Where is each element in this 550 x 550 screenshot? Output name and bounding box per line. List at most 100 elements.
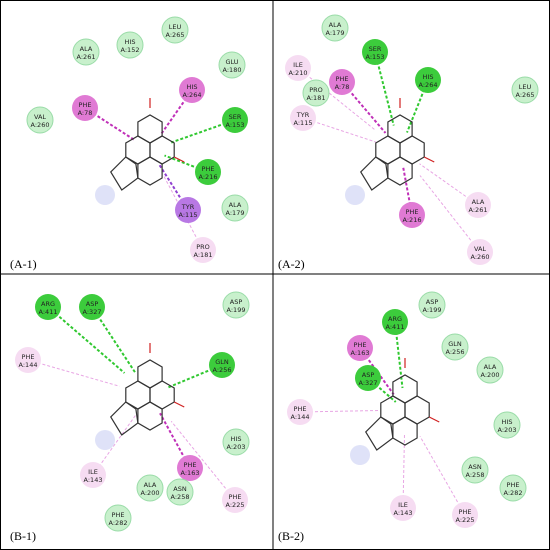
- residue-name: VAL: [34, 113, 46, 121]
- ring: [137, 114, 163, 144]
- residue-name: ALA: [80, 45, 93, 53]
- residue-name: PHE: [406, 208, 419, 216]
- residue-name: PHE: [184, 461, 197, 469]
- residue-name: ARG: [41, 300, 55, 308]
- residue: [222, 291, 250, 319]
- panel-label: (A-2): [278, 257, 305, 271]
- residue-id: A:199: [423, 306, 442, 314]
- residue-name: PHE: [202, 165, 215, 173]
- ligand-shadow: [350, 445, 370, 465]
- residue: [218, 51, 246, 79]
- residue-id: A:181: [194, 251, 213, 259]
- residue-name: PHE: [229, 493, 242, 501]
- ring: [137, 156, 163, 186]
- residue: [104, 504, 132, 532]
- panel: LEUA:265HISA:152ALAA:261GLUA:180HISA:264…: [10, 16, 249, 271]
- residue-name: VAL: [474, 245, 486, 253]
- residue-id: A:411: [39, 308, 58, 316]
- residue-id: A:153: [366, 53, 385, 61]
- residue-name: PHE: [354, 341, 367, 349]
- residue-name: ALA: [484, 363, 497, 371]
- residue-id: A:260: [31, 121, 50, 129]
- residue-id: A:265: [516, 91, 535, 99]
- residue: [347, 335, 373, 361]
- interaction: [91, 306, 137, 374]
- residue-id: A:203: [498, 426, 517, 434]
- residue-id: A:152: [121, 46, 140, 54]
- interaction: [402, 166, 413, 216]
- bond: [173, 401, 185, 408]
- residue: [161, 16, 189, 44]
- residue: [209, 352, 235, 378]
- residue: [493, 411, 521, 439]
- residue-name: LEU: [519, 83, 532, 91]
- residue-id: A:153: [226, 121, 245, 129]
- residue: [287, 399, 313, 425]
- residue: [116, 31, 144, 59]
- residue-name: PRO: [309, 86, 323, 94]
- residue: [72, 38, 100, 66]
- residue: [222, 428, 250, 456]
- residue: [465, 192, 491, 218]
- residue-id: A:78: [335, 83, 350, 91]
- ligand-shadow: [345, 185, 365, 205]
- residue: [26, 106, 54, 134]
- residue-id: A:256: [213, 366, 232, 374]
- residue-id: A:327: [359, 379, 378, 387]
- residue-id: A:282: [109, 519, 128, 527]
- residue: [222, 487, 248, 513]
- residue-id: A:225: [456, 516, 475, 524]
- residue-id: A:256: [446, 348, 465, 356]
- residue: [499, 474, 527, 502]
- residue-id: A:181: [307, 94, 326, 102]
- residue-name: PHE: [79, 101, 92, 109]
- residue: [190, 237, 216, 263]
- residue-name: ALA: [229, 201, 242, 209]
- residue: [329, 69, 355, 95]
- residue-name: HIS: [423, 73, 434, 81]
- residue-id: A:163: [181, 469, 200, 477]
- residue: [285, 55, 311, 81]
- panel-label: (A-1): [10, 257, 37, 271]
- residue: [35, 294, 61, 320]
- residue-name: ARG: [388, 315, 402, 323]
- residue-name: HIS: [187, 83, 198, 91]
- residue-name: TYR: [296, 111, 310, 119]
- residue-id: A:163: [351, 349, 370, 357]
- residue-name: GLN: [448, 340, 462, 348]
- residue-id: A:143: [84, 476, 103, 484]
- residue-id: A:199: [227, 306, 246, 314]
- residue: [382, 309, 408, 335]
- residue: [399, 202, 425, 228]
- residue: [80, 462, 106, 488]
- residue: [136, 474, 164, 502]
- interaction: [299, 410, 379, 413]
- residue-id: A:261: [77, 53, 96, 61]
- interaction: [297, 67, 375, 130]
- panel-label: (B-1): [10, 529, 36, 543]
- residue-id: A:258: [171, 493, 190, 501]
- residue: [221, 194, 249, 222]
- ring: [387, 156, 413, 186]
- residue-id: A:216: [403, 216, 422, 224]
- residue-id: A:78: [78, 109, 93, 117]
- residue: [166, 478, 194, 506]
- ring: [137, 359, 163, 389]
- residue-id: A:210: [289, 69, 308, 77]
- residue-id: A:115: [179, 211, 198, 219]
- interaction: [170, 420, 236, 501]
- panel-label: (B-2): [278, 529, 304, 543]
- residue: [415, 67, 441, 93]
- residue-name: ILE: [293, 61, 303, 69]
- residue-id: A:216: [199, 173, 218, 181]
- residue-name: PHE: [112, 511, 125, 519]
- residue-id: A:179: [226, 209, 245, 217]
- interaction: [406, 79, 429, 133]
- residue-name: ALA: [472, 198, 485, 206]
- residue-id: A:225: [226, 501, 245, 509]
- residue: [390, 495, 416, 521]
- residue: [72, 95, 98, 121]
- residue-name: SER: [229, 113, 242, 121]
